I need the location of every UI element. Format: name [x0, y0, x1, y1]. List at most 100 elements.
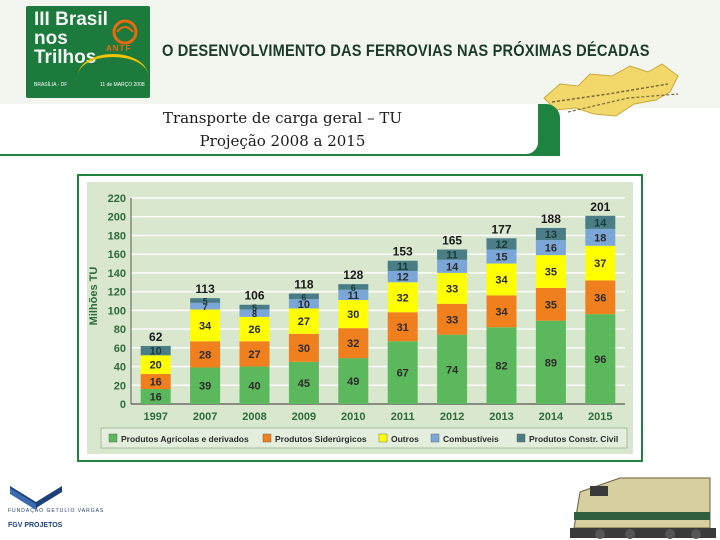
bar-segment: [239, 341, 270, 367]
x-tick-label: 2009: [292, 411, 316, 423]
bar-value-label: 45: [298, 378, 310, 390]
bar-segment: [288, 308, 319, 334]
bar-value-label: 27: [248, 349, 260, 361]
bar-value-label: 39: [199, 381, 211, 393]
bar-value-label: 40: [248, 380, 260, 392]
x-tick-label: 2014: [539, 411, 564, 423]
bar-value-label: 26: [248, 324, 260, 336]
bar-segment: [437, 334, 468, 404]
legend-swatch: [378, 433, 388, 443]
legend-swatch: [430, 433, 440, 443]
bar-segment: [190, 302, 221, 310]
bar-value-label: 5: [203, 297, 208, 307]
bar-segment: [140, 355, 171, 375]
bar-segment: [437, 272, 468, 304]
event-logo-date: 11 de MARÇO 2008: [100, 82, 145, 88]
bar-total-label: 165: [442, 234, 462, 248]
bar-segment: [288, 361, 319, 404]
brazil-map-decoration-icon: [543, 63, 679, 117]
y-tick-label: 160: [108, 249, 126, 261]
x-tick-label: 2012: [440, 411, 464, 423]
bar-segment: [486, 249, 517, 264]
bar-value-label: 16: [150, 392, 162, 404]
legend-entry: Produtos Agrícolas e derivados: [121, 434, 249, 444]
bar-segment: [338, 328, 369, 359]
bar-segment: [535, 287, 566, 321]
chart-frame: Milhões TU 0 20 40 60 80 100 120 140 160 180 200 22…: [77, 174, 643, 462]
bar-segment: [387, 282, 418, 313]
title-banner-panel: [0, 104, 538, 154]
page-headline: O DESENVOLVIMENTO DAS FERROVIAS NAS PRÓX…: [162, 41, 650, 60]
bar-value-label: 11: [397, 261, 409, 273]
bar-value-label: 16: [545, 243, 557, 255]
y-tick-label: 180: [108, 230, 126, 242]
bar-value-label: 67: [397, 368, 409, 380]
event-logo-title: III Brasil nos Trilhos: [34, 9, 108, 68]
x-tick-label: 2015: [588, 411, 612, 423]
y-tick-label: 120: [108, 287, 126, 299]
locomotive-image: [570, 477, 716, 539]
slide-title: Transporte de carga geral – TU: [162, 109, 403, 127]
bar-value-label: 10: [150, 346, 162, 358]
bar-segment: [190, 309, 221, 342]
bar-value-label: 8: [252, 309, 257, 319]
bar-segment: [190, 298, 221, 303]
bar-value-label: 36: [594, 292, 606, 304]
y-tick-label: 0: [120, 399, 126, 411]
x-tick-label: 2008: [242, 411, 266, 423]
bar-total-label: 128: [343, 268, 363, 282]
bar-total-label: 106: [244, 289, 264, 303]
bar-total-label: 153: [393, 245, 413, 259]
bar-value-label: 18: [594, 232, 606, 244]
y-tick-label: 100: [108, 305, 126, 317]
bar-segment: [140, 374, 171, 390]
bar-value-label: 14: [594, 217, 607, 229]
bar-value-label: 12: [397, 272, 409, 284]
bar-value-label: 32: [347, 338, 359, 350]
bar-value-label: 15: [495, 252, 507, 264]
event-logo-place: BRASÍLIA - DF: [34, 82, 68, 88]
bar-segment: [387, 271, 418, 283]
legend-entry: Combustíveis: [443, 434, 499, 444]
bar-segment: [585, 280, 616, 315]
bar-value-label: 35: [545, 267, 557, 279]
bar-segment: [585, 245, 616, 281]
slide-subtitle: Projeção 2008 a 2015: [199, 132, 366, 150]
bar-segment: [190, 341, 221, 368]
bar-segment: [585, 228, 616, 246]
bar-total-label: 201: [590, 200, 610, 214]
fgv-brand-unit: FGV PROJETOS: [8, 522, 63, 529]
bar-value-label: 5: [252, 303, 257, 313]
bar-segment: [288, 299, 319, 309]
legend-swatch: [516, 433, 526, 443]
legend-entry: Produtos Constr. Civil: [529, 434, 618, 444]
x-tick-label: 2011: [391, 411, 415, 423]
legend-swatch: [108, 433, 118, 443]
bar-value-label: 89: [545, 357, 557, 369]
x-tick-label: 2007: [193, 411, 217, 423]
bar-total-label: 113: [195, 282, 215, 296]
y-tick-label: 140: [108, 268, 126, 280]
bar-value-label: 34: [495, 274, 508, 286]
x-tick-label: 2013: [489, 411, 513, 423]
y-axis-label: Milhões TU: [88, 267, 100, 326]
bar-value-label: 12: [495, 239, 507, 251]
bar-value-label: 74: [446, 364, 459, 376]
legend-entry: Produtos Siderúrgicos: [275, 434, 367, 444]
fgv-brand-name: FUNDAÇÃO GETULIO VARGAS: [8, 508, 105, 514]
y-tick-label: 40: [114, 362, 126, 374]
bar-value-label: 7: [203, 302, 208, 312]
y-tick-label: 60: [114, 343, 126, 355]
bar-value-label: 33: [446, 283, 458, 295]
antf-logo-icon: [112, 19, 138, 45]
bar-value-label: 31: [397, 322, 409, 334]
bar-segment: [486, 238, 517, 250]
bar-total-label: 177: [491, 222, 511, 236]
bar-value-label: 16: [150, 377, 162, 389]
bar-segment: [387, 312, 418, 342]
bar-segment: [239, 366, 270, 404]
bar-segment: [239, 304, 270, 310]
bar-value-label: 14: [446, 261, 459, 273]
bar-value-label: 82: [495, 361, 507, 373]
bar-segment: [585, 215, 616, 229]
